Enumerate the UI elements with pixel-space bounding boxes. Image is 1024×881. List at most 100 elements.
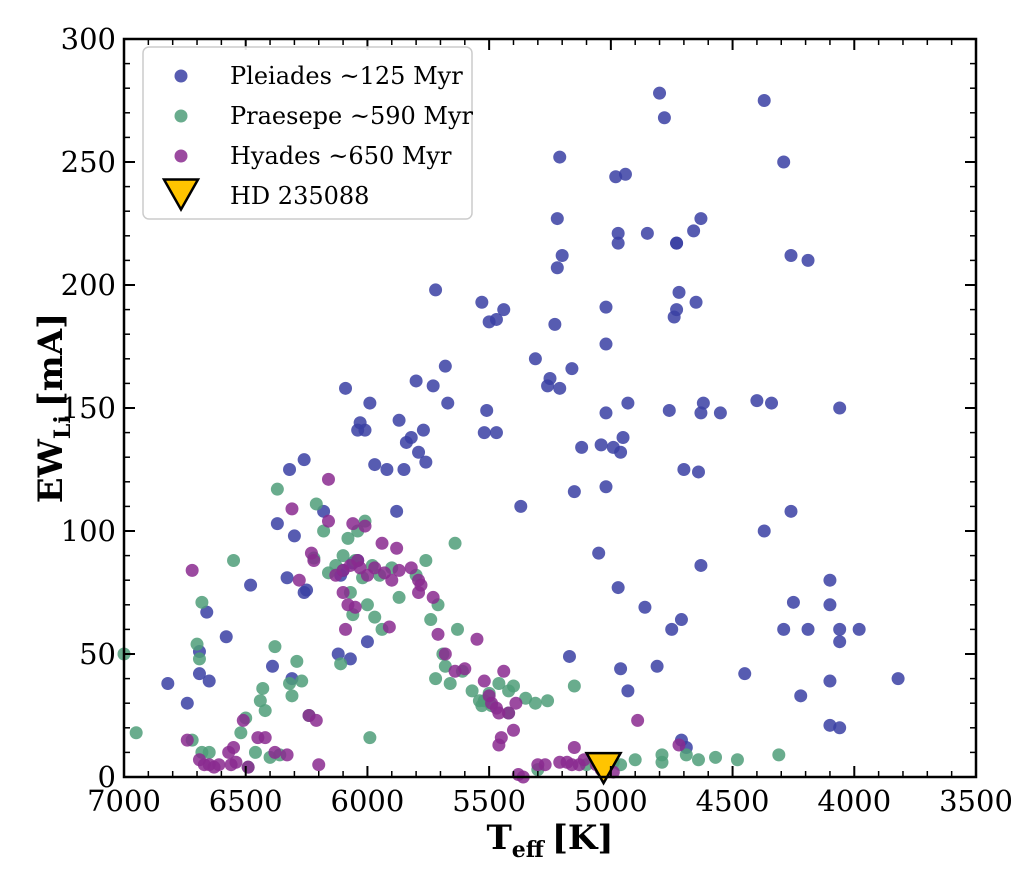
data-point bbox=[565, 362, 579, 376]
data-point bbox=[689, 295, 703, 309]
data-point bbox=[429, 283, 443, 297]
data-point bbox=[268, 745, 282, 759]
data-point bbox=[256, 681, 270, 695]
data-point bbox=[621, 684, 635, 698]
data-point bbox=[334, 657, 348, 671]
y-tick-label: 200 bbox=[61, 268, 116, 302]
y-tick-label: 150 bbox=[61, 391, 116, 425]
data-point bbox=[477, 426, 491, 440]
series-hd-235088 bbox=[584, 751, 623, 786]
data-point bbox=[241, 760, 255, 774]
data-point bbox=[794, 689, 808, 703]
data-point bbox=[368, 561, 382, 575]
legend-entry-hyades-650-myr: Hyades ~650 Myr bbox=[174, 142, 452, 170]
data-point bbox=[777, 155, 791, 169]
data-point bbox=[784, 504, 798, 518]
data-point bbox=[404, 561, 418, 575]
data-point bbox=[414, 578, 428, 592]
data-point bbox=[363, 396, 377, 410]
data-point bbox=[691, 465, 705, 479]
data-point bbox=[592, 546, 606, 560]
data-point bbox=[448, 664, 462, 678]
data-point bbox=[497, 664, 511, 678]
y-axis-label-main: EW bbox=[31, 438, 71, 503]
data-point bbox=[492, 706, 506, 720]
data-point bbox=[670, 236, 684, 250]
data-point bbox=[409, 374, 423, 388]
data-point bbox=[777, 622, 791, 636]
data-point bbox=[202, 745, 216, 759]
data-point bbox=[358, 423, 372, 437]
data-point bbox=[567, 740, 581, 754]
series-praesepe-590-myr bbox=[117, 482, 786, 777]
y-axis-label-sub: Li bbox=[50, 415, 76, 439]
data-point bbox=[283, 677, 297, 691]
data-point bbox=[236, 713, 250, 727]
data-point bbox=[270, 517, 284, 531]
data-point bbox=[509, 696, 523, 710]
series-hyades-650-myr bbox=[180, 472, 686, 784]
legend-items: Pleiades ~125 Myr Praesepe ~590 Myr Hyades… bbox=[161, 62, 474, 213]
data-point bbox=[757, 524, 771, 538]
data-point bbox=[492, 677, 506, 691]
data-point bbox=[674, 613, 688, 627]
data-point bbox=[227, 740, 241, 754]
data-point bbox=[480, 403, 494, 417]
data-point bbox=[553, 381, 567, 395]
data-point bbox=[833, 401, 847, 415]
data-point bbox=[390, 504, 404, 518]
data-point bbox=[285, 502, 299, 516]
y-tick-label: 50 bbox=[79, 637, 116, 671]
data-point bbox=[614, 662, 628, 676]
data-point bbox=[801, 622, 815, 636]
data-point bbox=[363, 731, 377, 745]
data-point bbox=[765, 396, 779, 410]
data-point bbox=[550, 212, 564, 226]
data-point bbox=[786, 595, 800, 609]
data-point bbox=[321, 472, 335, 486]
data-point bbox=[502, 706, 516, 720]
data-point bbox=[429, 672, 443, 686]
data-point bbox=[309, 713, 323, 727]
data-point bbox=[258, 704, 272, 718]
data-point bbox=[385, 573, 399, 587]
data-point bbox=[833, 635, 847, 649]
data-point bbox=[618, 167, 632, 181]
data-point bbox=[555, 248, 569, 262]
y-tick-label: 100 bbox=[61, 514, 116, 548]
data-point bbox=[360, 635, 374, 649]
data-point bbox=[694, 406, 708, 420]
data-point bbox=[757, 94, 771, 107]
data-point bbox=[614, 445, 628, 459]
data-point bbox=[382, 620, 396, 634]
data-point bbox=[253, 694, 267, 708]
data-point bbox=[312, 758, 326, 772]
data-layer bbox=[117, 86, 905, 786]
legend: Pleiades ~125 Myr Praesepe ~590 Myr Hyades… bbox=[142, 46, 474, 220]
data-point bbox=[599, 406, 613, 420]
data-point bbox=[290, 654, 304, 668]
data-point bbox=[687, 224, 701, 238]
data-point-triangle bbox=[584, 751, 623, 786]
data-point bbox=[611, 581, 625, 595]
legend-marker-triangle bbox=[161, 178, 201, 213]
data-point bbox=[348, 600, 362, 614]
data-point bbox=[621, 396, 635, 410]
data-point bbox=[285, 689, 299, 703]
data-point bbox=[599, 337, 613, 351]
legend-label: HD 235088 bbox=[230, 182, 369, 210]
data-point bbox=[358, 519, 372, 533]
data-point bbox=[465, 684, 479, 698]
data-point bbox=[528, 352, 542, 366]
data-point bbox=[317, 524, 331, 538]
data-point bbox=[438, 359, 452, 373]
data-point bbox=[161, 677, 175, 691]
data-point bbox=[514, 499, 528, 513]
data-point bbox=[852, 622, 866, 636]
data-point bbox=[548, 317, 562, 331]
data-point bbox=[691, 753, 705, 767]
data-point bbox=[307, 554, 321, 568]
data-point bbox=[550, 261, 564, 275]
data-point bbox=[823, 573, 837, 587]
data-point bbox=[784, 248, 798, 262]
